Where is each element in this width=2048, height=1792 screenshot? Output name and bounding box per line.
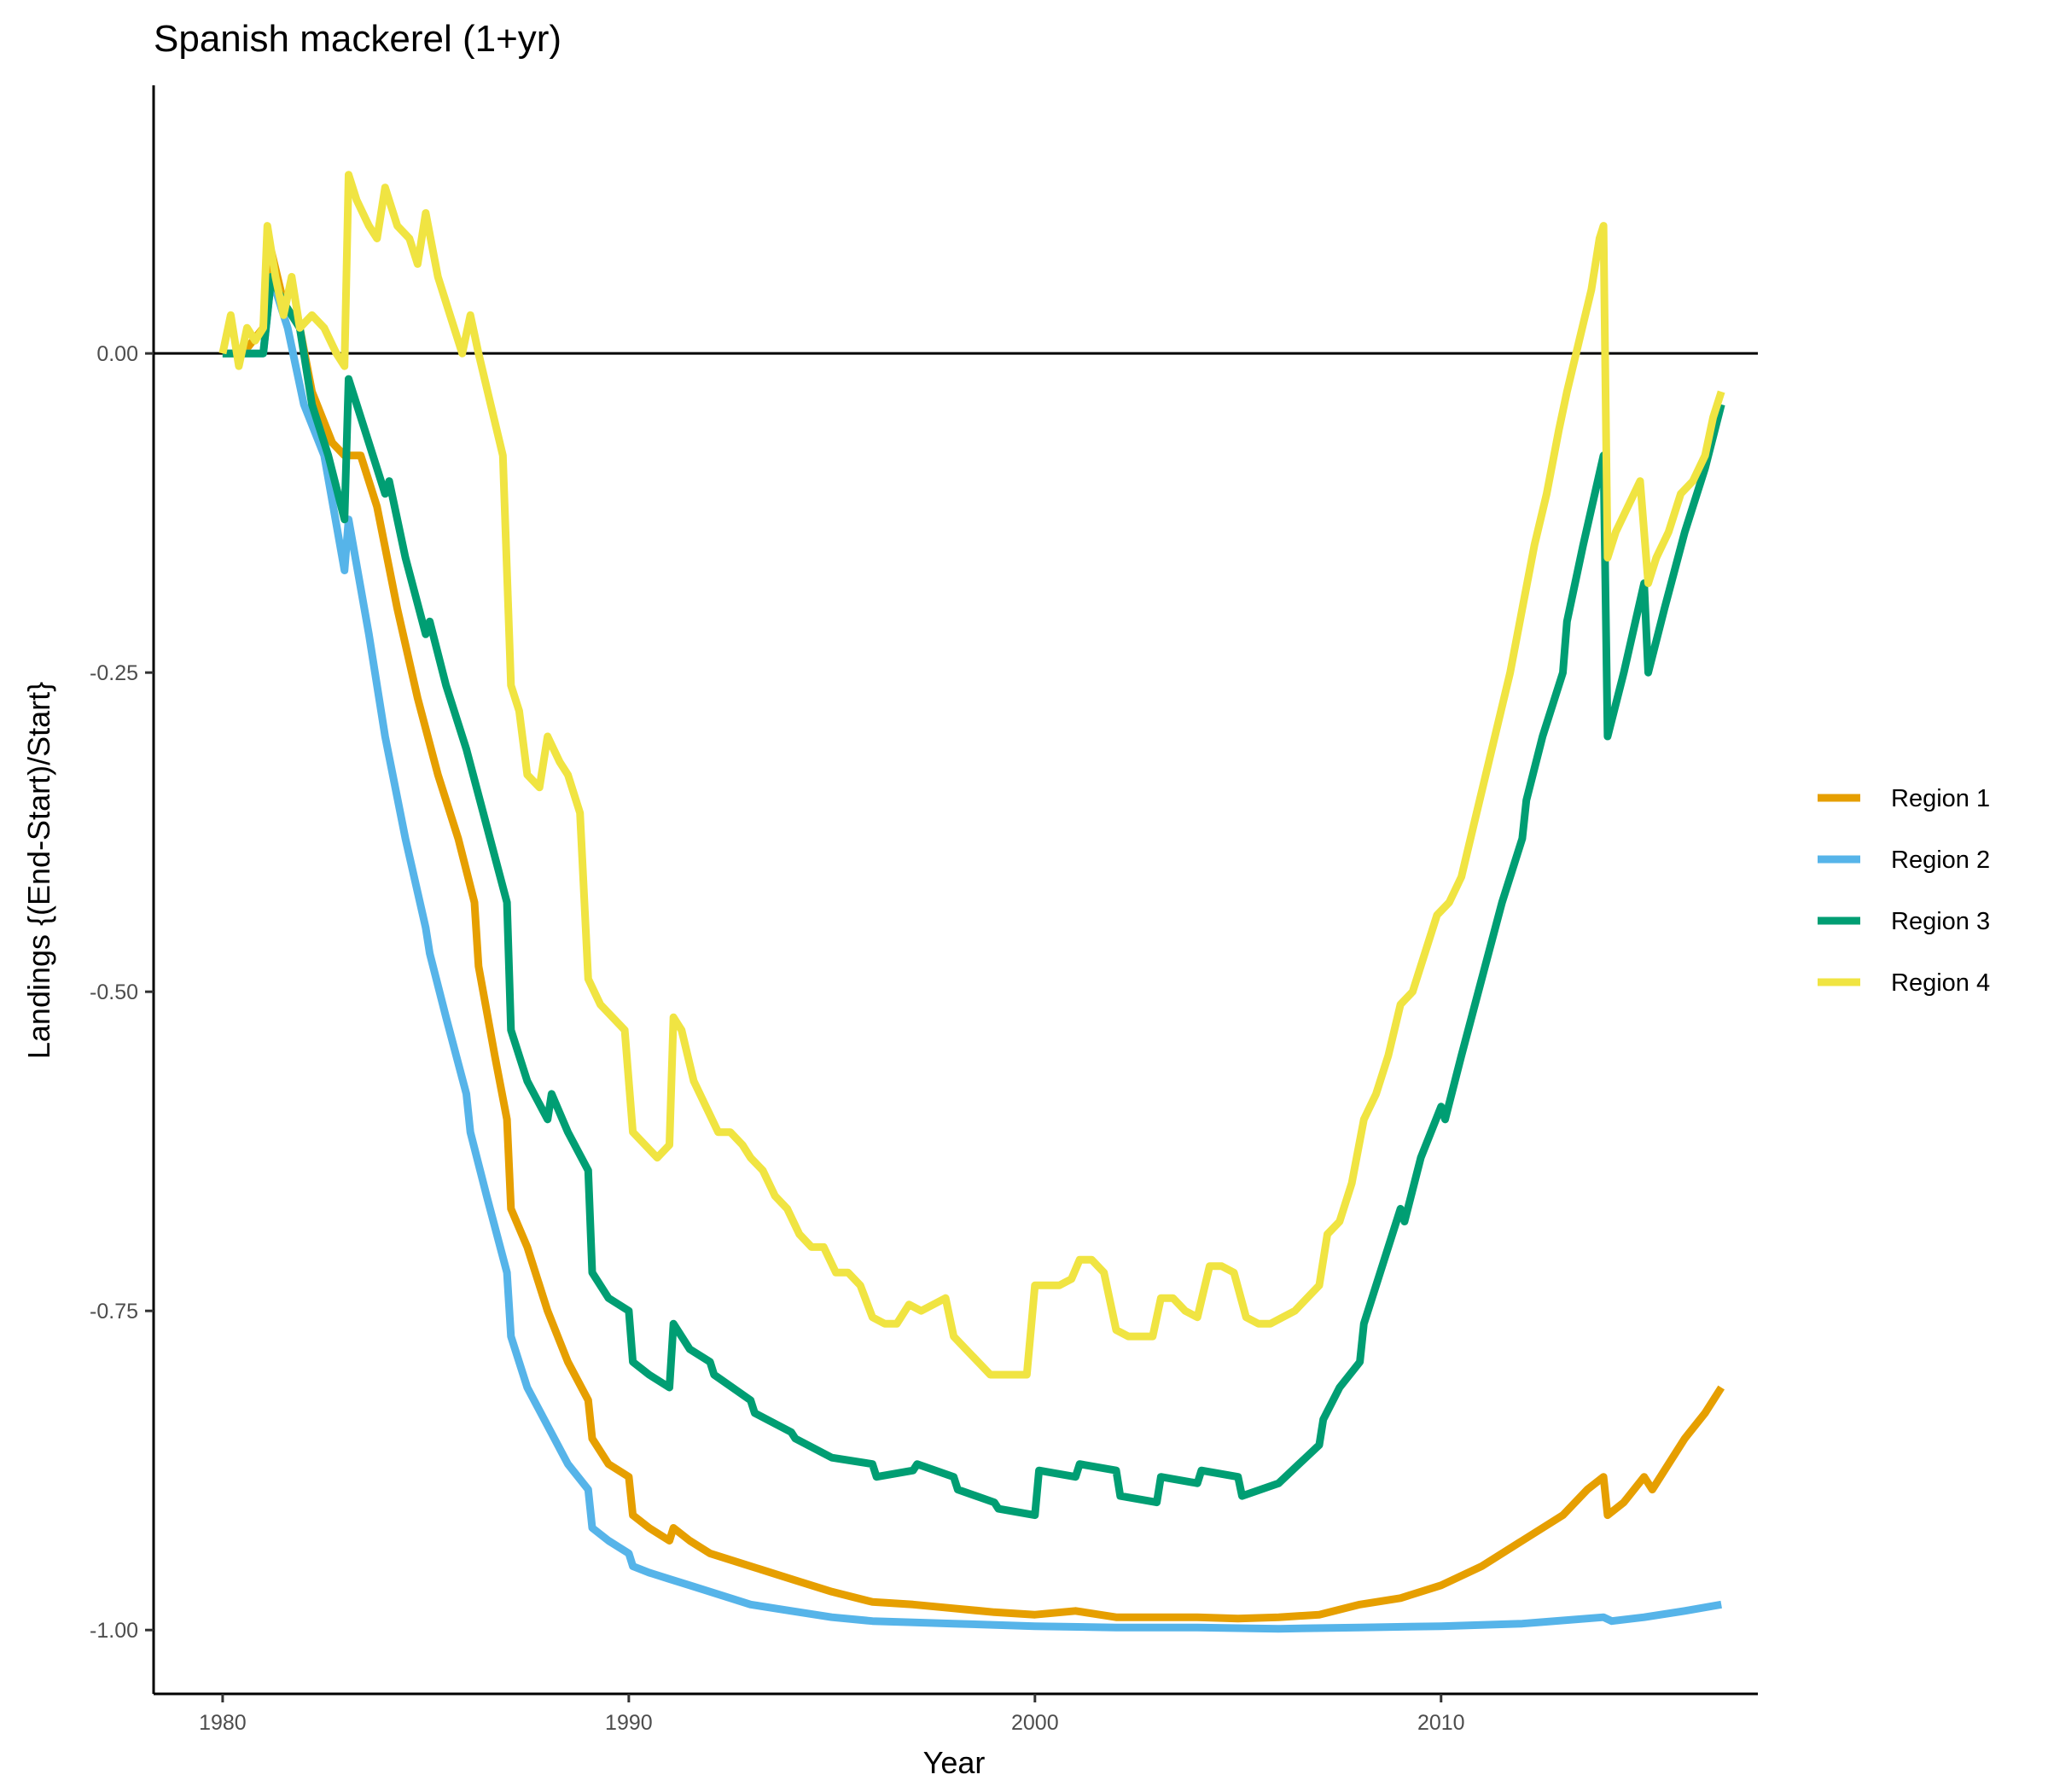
y-tick-label: -0.25 — [90, 661, 138, 685]
x-tick-label: 2010 — [1417, 1711, 1465, 1735]
legend-label-region-1: Region 1 — [1891, 785, 1990, 812]
legend-label-region-2: Region 2 — [1891, 847, 1990, 874]
legend-label-region-4: Region 4 — [1891, 969, 1990, 997]
legend-label-region-3: Region 3 — [1891, 908, 1990, 935]
y-tick-label: -1.00 — [90, 1619, 138, 1643]
x-tick-label: 1980 — [199, 1711, 247, 1735]
chart-title: Spanish mackerel (1+yr) — [154, 18, 561, 60]
x-axis-ticks: 1980 1990 2000 2010 — [199, 1694, 1465, 1735]
series-line-region-4 — [218, 171, 1725, 1379]
series-line-region-2 — [222, 272, 1722, 1633]
x-tick-label: 2000 — [1011, 1711, 1059, 1735]
series-line-region-3 — [222, 272, 1725, 1520]
y-tick-label: -0.75 — [90, 1300, 138, 1324]
x-tick-label: 1990 — [605, 1711, 653, 1735]
series-line-region-1 — [222, 247, 1725, 1623]
y-tick-label: 0.00 — [96, 342, 138, 366]
plot-area — [154, 171, 1758, 1633]
y-axis-ticks: 0.00 -0.25 -0.50 -0.75 -1.00 — [90, 342, 154, 1643]
x-axis-title: Year — [923, 1745, 986, 1780]
series-lines — [218, 171, 1725, 1633]
y-tick-label: -0.50 — [90, 980, 138, 1004]
y-axis-title: Landings {(End-Start)/Start} — [21, 682, 56, 1059]
legend: Region 1 Region 2 Region 3 Region 4 — [1818, 785, 1990, 997]
